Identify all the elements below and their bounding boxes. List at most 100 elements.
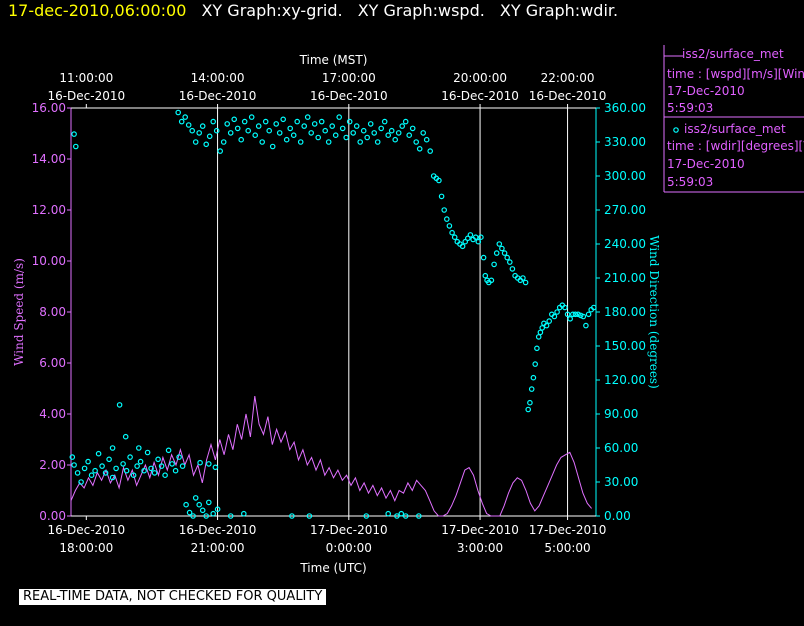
- header-title-wdir: XY Graph:wdir.: [499, 1, 619, 20]
- right-tick-label: 210.00: [604, 271, 646, 285]
- data-point-wdir: [336, 114, 343, 120]
- data-point-wdir: [329, 123, 336, 129]
- data-point-wdir: [374, 139, 381, 145]
- top-tick-date: 16-Dec-2010: [47, 89, 125, 103]
- right-tick-label: 240.00: [604, 237, 646, 251]
- data-point-wdir: [231, 116, 238, 123]
- data-point-wdir: [464, 235, 471, 242]
- data-point-wdir: [85, 458, 91, 465]
- data-point-wdir: [199, 507, 206, 514]
- data-point-wdir: [212, 464, 219, 471]
- data-point-wdir: [71, 131, 77, 137]
- data-point-wdir: [420, 130, 427, 136]
- data-point-wdir: [353, 123, 360, 129]
- data-point-wdir: [185, 122, 192, 128]
- data-point-wdir: [530, 374, 537, 381]
- data-point-wdir: [283, 136, 290, 143]
- top-tick-date: 16-Dec-2010: [441, 89, 519, 103]
- data-point-wdir: [130, 472, 137, 479]
- data-point-wdir: [259, 139, 266, 145]
- data-point-wdir: [459, 243, 466, 250]
- data-point-wdir: [378, 125, 385, 132]
- data-point-wdir: [172, 467, 179, 474]
- data-point-wdir: [577, 312, 584, 319]
- data-point-wdir: [567, 315, 574, 322]
- legend-wdir-title: iss2/surface_met: [684, 122, 786, 136]
- data-point-wdir: [346, 118, 353, 125]
- data-point-wdir: [528, 386, 535, 392]
- data-point-wdir: [562, 304, 568, 311]
- data-point-wdir: [350, 130, 357, 136]
- data-point-wdir: [120, 461, 126, 467]
- data-point-wdir: [273, 121, 280, 127]
- data-point-wdir: [136, 445, 142, 451]
- data-point-wdir: [539, 325, 546, 331]
- data-point-wdir: [585, 311, 592, 318]
- data-point-wdir: [248, 114, 255, 120]
- data-point-wdir: [491, 261, 497, 268]
- data-point-wdir: [179, 463, 186, 469]
- data-point-wdir: [363, 513, 370, 519]
- data-point-wdir: [525, 406, 532, 413]
- top-tick-time: 17:00:00: [322, 71, 376, 85]
- data-point-wdir: [443, 216, 450, 222]
- data-point-wdir: [527, 399, 533, 406]
- data-point-wdir: [294, 118, 301, 125]
- data-point-wdir: [318, 118, 325, 125]
- data-point-wdir: [109, 474, 116, 481]
- data-point-wdir: [339, 125, 346, 132]
- right-tick-label: 120.00: [604, 373, 646, 387]
- data-point-wdir: [189, 127, 196, 134]
- data-point-wdir: [262, 118, 269, 125]
- data-point-wdir: [543, 322, 550, 329]
- data-point-wdir: [462, 238, 469, 245]
- data-point-wdir: [357, 139, 364, 145]
- data-point-wdir: [315, 134, 322, 141]
- data-point-wdir: [71, 462, 77, 468]
- header-title-grid: XY Graph:xy-grid.: [201, 1, 343, 20]
- data-point-wdir: [534, 345, 540, 352]
- data-point-wdir: [297, 139, 304, 145]
- data-point-wdir: [480, 254, 487, 261]
- data-point-wdir: [116, 402, 123, 408]
- data-point-wdir: [269, 143, 276, 150]
- data-point-wdir: [402, 513, 409, 519]
- data-point-wdir: [155, 456, 161, 463]
- left-tick-label: 10.00: [32, 254, 66, 268]
- data-point-wdir: [199, 123, 206, 129]
- data-point-wdir: [441, 207, 448, 213]
- left-tick-label: 6.00: [39, 356, 66, 370]
- data-point-wdir: [102, 470, 109, 476]
- top-tick-time: 22:00:00: [541, 71, 595, 85]
- bottom-tick-date: 16-Dec-2010: [47, 523, 125, 537]
- data-point-wdir: [113, 465, 119, 472]
- data-point-wdir: [532, 361, 539, 367]
- data-point-wdir: [183, 501, 189, 508]
- data-point-wdir: [137, 458, 144, 465]
- data-point-wdir: [88, 472, 95, 479]
- data-point-wdir: [144, 449, 151, 456]
- data-point-wdir: [504, 254, 511, 261]
- data-point-wdir: [203, 513, 210, 519]
- right-tick-label: 60.00: [604, 441, 638, 455]
- data-point-wdir: [95, 450, 102, 457]
- top-axis-title: Time (MST): [299, 53, 368, 67]
- data-point-wdir: [427, 148, 434, 154]
- data-point-wdir: [78, 479, 84, 485]
- data-point-wdir: [287, 125, 294, 132]
- data-point-wdir: [535, 334, 542, 340]
- data-point-wdir: [217, 148, 224, 154]
- data-point-wdir: [520, 275, 526, 281]
- data-point-wdir: [367, 121, 374, 127]
- data-point-wdir: [241, 510, 247, 517]
- data-point-wdir: [475, 238, 482, 245]
- data-point-wdir: [488, 277, 495, 284]
- data-point-wdir: [496, 241, 503, 247]
- data-point-wdir: [148, 465, 154, 472]
- data-point-wdir: [308, 130, 315, 136]
- data-point-wdir: [196, 501, 203, 508]
- data-point-wdir: [399, 123, 406, 129]
- data-point-wdir: [238, 136, 245, 143]
- data-point-wdir: [290, 132, 297, 139]
- data-point-wdir: [472, 234, 479, 241]
